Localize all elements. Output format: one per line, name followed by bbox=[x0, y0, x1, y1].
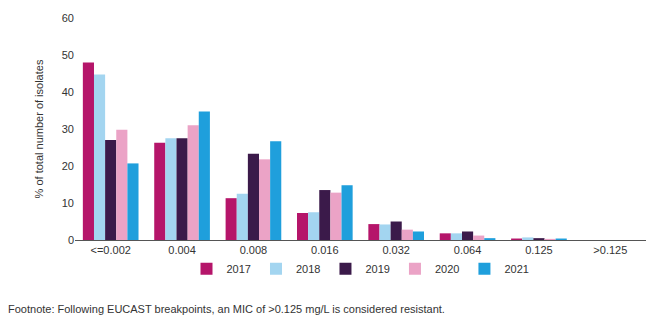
svg-text:0.032: 0.032 bbox=[382, 244, 410, 257]
svg-text:0.008: 0.008 bbox=[239, 244, 268, 257]
svg-text:2021: 2021 bbox=[504, 263, 528, 275]
svg-text:2017: 2017 bbox=[227, 263, 251, 275]
svg-text:0.016: 0.016 bbox=[311, 244, 339, 257]
svg-text:<=0.002: <=0.002 bbox=[91, 244, 131, 256]
svg-text:10: 10 bbox=[62, 197, 74, 209]
svg-text:20: 20 bbox=[62, 160, 74, 172]
svg-text:0.064: 0.064 bbox=[453, 244, 482, 257]
svg-text:>0.125: >0.125 bbox=[593, 244, 627, 256]
svg-text:2018: 2018 bbox=[296, 263, 320, 275]
svg-text:2019: 2019 bbox=[365, 263, 389, 275]
svg-text:0.125: 0.125 bbox=[525, 244, 553, 257]
svg-text:50: 50 bbox=[62, 49, 74, 61]
svg-text:Footnote: Following EUCAST bre: Footnote: Following EUCAST breakpoints, … bbox=[8, 303, 445, 315]
svg-text:40: 40 bbox=[62, 86, 74, 98]
svg-text:2020: 2020 bbox=[435, 263, 459, 275]
svg-text:0.004: 0.004 bbox=[168, 244, 196, 257]
svg-text:60: 60 bbox=[62, 12, 74, 24]
svg-text:0: 0 bbox=[68, 234, 74, 246]
svg-text:% of total number of isolates: % of total number of isolates bbox=[33, 59, 45, 198]
svg-text:30: 30 bbox=[62, 123, 74, 135]
